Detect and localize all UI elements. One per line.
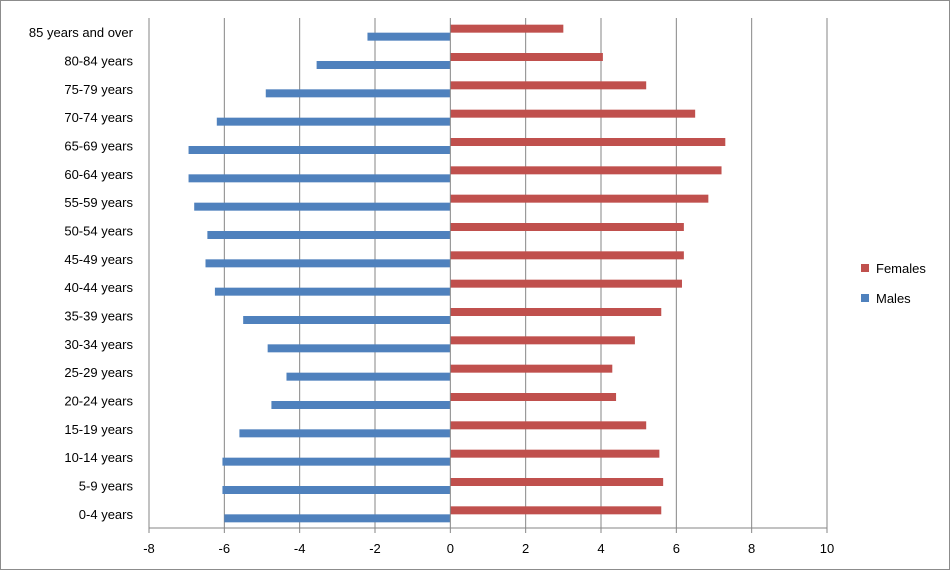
legend-label-males: Males	[876, 291, 911, 306]
bar-females	[450, 279, 682, 288]
bar-males	[243, 316, 451, 324]
bar-males	[224, 514, 451, 523]
category-label: 40-44 years	[64, 280, 133, 295]
bar-males	[267, 344, 451, 353]
category-label: 55-59 years	[64, 195, 133, 210]
bar-females	[450, 364, 613, 373]
bar-females	[450, 308, 662, 316]
bar-males	[316, 61, 451, 69]
x-tick-label: 4	[597, 541, 604, 556]
category-label: 80-84 years	[64, 54, 133, 69]
bar-males	[367, 32, 451, 41]
x-tick-label: 10	[820, 541, 834, 556]
category-label: 0-4 years	[79, 507, 134, 522]
bar-females	[450, 138, 726, 146]
x-tick-label: -6	[219, 541, 231, 556]
category-label: 25-29 years	[64, 365, 133, 380]
bar-males	[207, 231, 451, 239]
bars	[188, 24, 726, 523]
category-label: 60-64 years	[64, 167, 133, 182]
x-tick-label: -8	[143, 541, 155, 556]
category-label: 10-14 years	[64, 450, 133, 465]
bar-females	[450, 478, 664, 486]
bar-males	[216, 117, 451, 126]
category-label: 15-19 years	[64, 422, 133, 437]
category-label: 75-79 years	[64, 82, 133, 97]
bar-females	[450, 449, 660, 458]
x-tick-label: 0	[447, 541, 454, 556]
bar-females	[450, 421, 647, 430]
bar-females	[450, 251, 684, 260]
x-tick-label: -2	[369, 541, 381, 556]
bar-males	[265, 89, 451, 98]
category-label: 45-49 years	[64, 252, 133, 267]
bar-males	[188, 146, 451, 154]
bar-males	[205, 259, 451, 268]
bar-males	[271, 401, 451, 409]
legend-swatch-males	[861, 294, 869, 302]
bar-males	[239, 429, 451, 438]
bar-females	[450, 506, 662, 515]
category-label: 70-74 years	[64, 110, 133, 125]
category-label: 20-24 years	[64, 394, 133, 409]
bar-females	[450, 81, 647, 90]
bar-females	[450, 393, 617, 401]
bar-males	[194, 202, 451, 211]
bar-males	[286, 372, 451, 381]
bar-females	[450, 53, 603, 61]
category-label: 30-34 years	[64, 337, 133, 352]
bar-females	[450, 194, 709, 203]
bar-females	[450, 109, 696, 118]
category-label: 65-69 years	[64, 139, 133, 154]
x-tick-label: -4	[294, 541, 306, 556]
bar-males	[214, 287, 451, 296]
x-tick-label: 2	[522, 541, 529, 556]
bar-females	[450, 223, 684, 231]
axes: -8 -6 -4 -2 0 2 4 6 8 10 0-4 years 5-9 years 10-14 y…	[29, 18, 834, 556]
legend-label-females: Females	[876, 261, 926, 276]
bar-females	[450, 166, 722, 175]
category-label: 85 years and over	[29, 25, 134, 40]
category-label: 5-9 years	[79, 479, 134, 494]
category-label: 50-54 years	[64, 224, 133, 239]
legend-swatch-females	[861, 264, 869, 272]
category-label: 35-39 years	[64, 309, 133, 324]
legend: Females Males	[861, 261, 926, 306]
gridlines	[148, 18, 828, 528]
bar-males	[222, 457, 451, 466]
x-tick-label: 6	[673, 541, 680, 556]
bar-males	[188, 174, 451, 183]
x-tick-label: 8	[748, 541, 755, 556]
bar-females	[450, 336, 635, 345]
bar-females	[450, 24, 564, 33]
bar-males	[222, 486, 451, 494]
